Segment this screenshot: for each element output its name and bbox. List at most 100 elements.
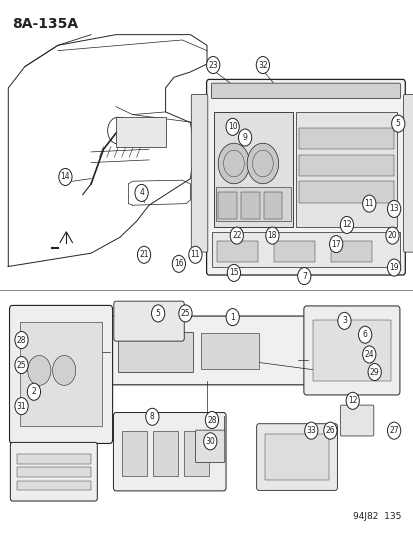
Text: 25: 25 bbox=[180, 309, 190, 318]
Circle shape bbox=[387, 200, 400, 217]
Text: 31: 31 bbox=[17, 402, 26, 410]
Circle shape bbox=[304, 422, 317, 439]
Text: 14: 14 bbox=[60, 173, 70, 181]
Circle shape bbox=[15, 357, 28, 374]
Text: 94J82  135: 94J82 135 bbox=[352, 512, 401, 521]
Text: 28: 28 bbox=[17, 336, 26, 344]
Circle shape bbox=[238, 129, 251, 146]
FancyBboxPatch shape bbox=[109, 316, 321, 385]
Circle shape bbox=[205, 411, 218, 429]
FancyBboxPatch shape bbox=[211, 83, 399, 99]
Circle shape bbox=[52, 356, 76, 385]
Circle shape bbox=[15, 398, 28, 415]
Text: 3: 3 bbox=[341, 317, 346, 325]
Text: 27: 27 bbox=[388, 426, 398, 435]
FancyBboxPatch shape bbox=[9, 305, 112, 443]
FancyBboxPatch shape bbox=[303, 306, 399, 395]
FancyBboxPatch shape bbox=[403, 94, 413, 252]
Circle shape bbox=[188, 246, 202, 263]
Bar bbox=[240, 192, 259, 219]
Text: 5: 5 bbox=[395, 119, 400, 128]
Text: 13: 13 bbox=[388, 205, 398, 213]
Text: 8A-135A: 8A-135A bbox=[12, 17, 78, 31]
Text: 19: 19 bbox=[388, 263, 398, 272]
FancyBboxPatch shape bbox=[113, 413, 225, 491]
Text: 18: 18 bbox=[267, 231, 276, 240]
Circle shape bbox=[387, 259, 400, 276]
Bar bbox=[17, 454, 91, 464]
Circle shape bbox=[297, 268, 310, 285]
Circle shape bbox=[151, 305, 164, 322]
Text: 17: 17 bbox=[330, 240, 340, 248]
Bar bbox=[118, 332, 192, 372]
Bar bbox=[116, 117, 165, 147]
Text: 15: 15 bbox=[228, 269, 238, 277]
Circle shape bbox=[145, 408, 159, 425]
Text: 29: 29 bbox=[369, 368, 379, 376]
Bar bbox=[299, 155, 393, 176]
Circle shape bbox=[59, 168, 72, 185]
Bar bbox=[263, 192, 282, 219]
Circle shape bbox=[225, 309, 239, 326]
Circle shape bbox=[391, 115, 404, 132]
FancyBboxPatch shape bbox=[191, 94, 207, 252]
Circle shape bbox=[178, 305, 192, 322]
Circle shape bbox=[247, 143, 278, 184]
Circle shape bbox=[362, 346, 375, 363]
Circle shape bbox=[337, 312, 350, 329]
Circle shape bbox=[385, 227, 398, 244]
Text: 22: 22 bbox=[232, 231, 241, 240]
Text: 2: 2 bbox=[31, 387, 36, 396]
Text: 28: 28 bbox=[207, 416, 216, 424]
Bar bbox=[122, 431, 147, 476]
Circle shape bbox=[329, 236, 342, 253]
Circle shape bbox=[206, 56, 219, 74]
Circle shape bbox=[358, 326, 371, 343]
Circle shape bbox=[367, 364, 380, 381]
Bar bbox=[20, 322, 102, 426]
Text: 20: 20 bbox=[387, 231, 396, 240]
Text: 21: 21 bbox=[139, 251, 148, 259]
Text: 11: 11 bbox=[190, 251, 199, 259]
FancyBboxPatch shape bbox=[206, 79, 404, 275]
Circle shape bbox=[323, 422, 336, 439]
Circle shape bbox=[137, 246, 150, 263]
Circle shape bbox=[218, 143, 249, 184]
Text: 33: 33 bbox=[306, 426, 316, 435]
Text: 16: 16 bbox=[173, 260, 183, 268]
Text: 4: 4 bbox=[139, 189, 144, 197]
FancyBboxPatch shape bbox=[256, 424, 337, 490]
Bar bbox=[212, 232, 399, 266]
Bar bbox=[273, 241, 314, 262]
Text: 26: 26 bbox=[325, 426, 335, 435]
Bar bbox=[214, 112, 292, 227]
Bar bbox=[216, 241, 257, 262]
FancyBboxPatch shape bbox=[10, 442, 97, 501]
Text: 6: 6 bbox=[362, 330, 367, 339]
Text: 23: 23 bbox=[208, 61, 218, 69]
Text: 12: 12 bbox=[347, 397, 356, 405]
Circle shape bbox=[15, 332, 28, 349]
Text: 10: 10 bbox=[227, 123, 237, 131]
Text: 7: 7 bbox=[301, 272, 306, 280]
Bar bbox=[330, 241, 371, 262]
FancyBboxPatch shape bbox=[114, 301, 184, 341]
Circle shape bbox=[172, 255, 185, 272]
Circle shape bbox=[230, 227, 243, 244]
Bar bbox=[295, 112, 396, 227]
Text: 11: 11 bbox=[364, 199, 373, 208]
Circle shape bbox=[28, 356, 51, 385]
Bar bbox=[299, 128, 393, 149]
Circle shape bbox=[265, 227, 278, 244]
Circle shape bbox=[135, 184, 148, 201]
Bar bbox=[264, 434, 328, 480]
Bar bbox=[200, 333, 258, 369]
Bar bbox=[17, 467, 91, 477]
Bar bbox=[216, 187, 290, 221]
Bar bbox=[17, 481, 91, 490]
Text: 5: 5 bbox=[155, 309, 160, 318]
Text: 9: 9 bbox=[242, 133, 247, 142]
Text: 32: 32 bbox=[257, 61, 267, 69]
Text: 24: 24 bbox=[363, 350, 373, 359]
Bar bbox=[153, 431, 178, 476]
